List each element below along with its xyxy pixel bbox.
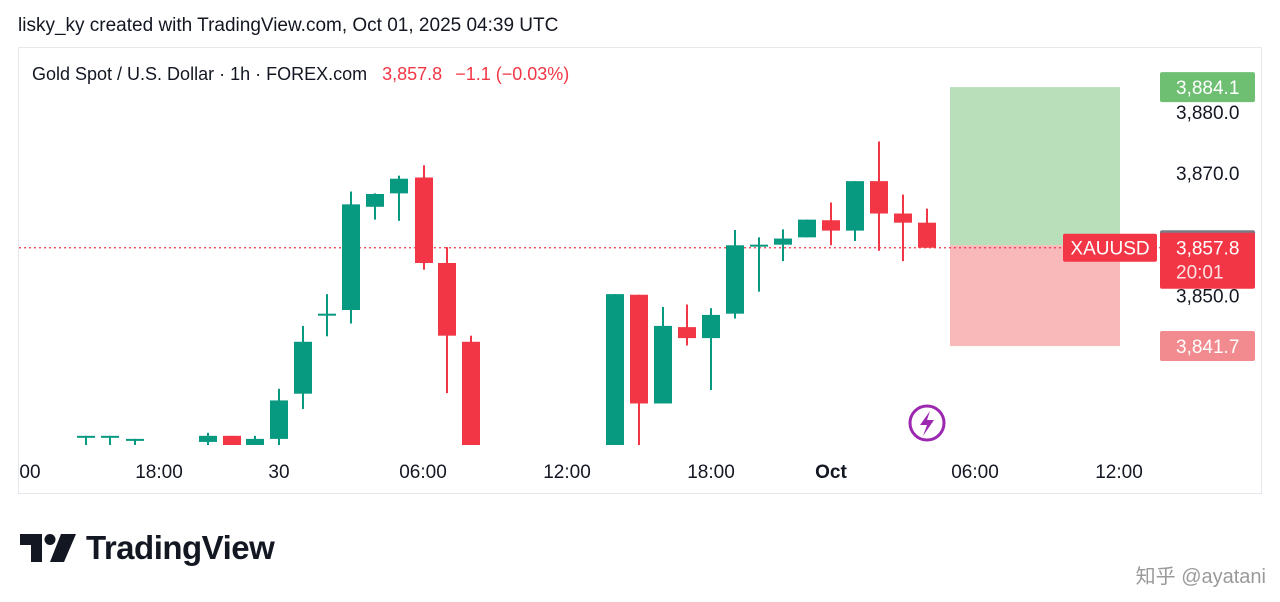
candle[interactable] <box>750 237 768 292</box>
candle-body <box>798 219 816 238</box>
candle[interactable] <box>822 202 840 246</box>
candle[interactable] <box>918 208 936 248</box>
candle-body <box>822 220 840 231</box>
candle[interactable] <box>270 388 288 445</box>
stop-zone[interactable] <box>950 245 1120 347</box>
price-axis: 3,880.0 3,870.0 3,850.0 <box>1176 103 1239 307</box>
last-price: 3,857.8 <box>382 64 443 84</box>
candle-body <box>630 294 648 404</box>
candle[interactable] <box>678 304 696 346</box>
candle-body <box>438 262 456 336</box>
candle-body <box>918 222 936 248</box>
candle-body <box>606 294 624 445</box>
chart-panel[interactable] <box>18 47 1262 494</box>
candle-body <box>846 181 864 231</box>
candle-body <box>199 435 217 442</box>
candle[interactable] <box>654 306 672 404</box>
stop-price-tag-text: 3,841.7 <box>1176 337 1239 358</box>
candle[interactable] <box>199 432 217 445</box>
candle[interactable] <box>726 230 744 319</box>
candle-body <box>894 213 912 223</box>
candle-body <box>654 325 672 404</box>
candles <box>77 141 936 445</box>
candle[interactable] <box>870 141 888 251</box>
target-price-tag-text: 3,884.1 <box>1176 78 1239 99</box>
candle-body <box>366 193 384 207</box>
legend: Gold Spot / U.S. Dollar · 1h · FOREX.com… <box>32 64 569 85</box>
candle[interactable] <box>630 294 648 445</box>
candle-body <box>750 244 768 247</box>
candle-body <box>774 238 792 245</box>
candle[interactable] <box>702 308 720 391</box>
candle[interactable] <box>438 247 456 394</box>
symbol-name: Gold Spot / U.S. Dollar · 1h · FOREX.com <box>32 64 368 84</box>
symbol-tag-text: XAUUSD <box>1070 239 1149 260</box>
x-tick-label: 06:00 <box>951 462 999 483</box>
position-zones <box>950 87 1120 347</box>
candle-body <box>462 341 480 445</box>
candle[interactable] <box>415 165 433 270</box>
candle[interactable] <box>894 194 912 262</box>
x-tick-label: 30 <box>268 462 289 483</box>
candle-body <box>702 314 720 339</box>
candle-body <box>726 245 744 314</box>
tradingview-logo[interactable]: TradingView <box>20 529 275 566</box>
lightning-event-icon[interactable] <box>908 404 946 442</box>
x-tick-label: Oct <box>815 462 847 483</box>
candle-body <box>318 313 336 316</box>
candle[interactable] <box>774 229 792 262</box>
candle[interactable] <box>126 438 144 445</box>
tradingview-mark-icon <box>20 534 76 562</box>
candle[interactable] <box>798 219 816 238</box>
candle-body <box>678 327 696 339</box>
candle[interactable] <box>246 435 264 445</box>
x-tick-label: 12:00 <box>543 462 591 483</box>
stop-price-tag[interactable] <box>1160 331 1255 362</box>
x-tick-label: 18:00 <box>135 462 183 483</box>
candle[interactable] <box>77 435 95 445</box>
x-tick-label: 00 <box>19 462 40 483</box>
candle-body <box>870 181 888 214</box>
candle-body <box>101 435 119 438</box>
x-tick-label: 06:00 <box>399 462 447 483</box>
candle[interactable] <box>390 175 408 221</box>
price-change: −1.1 (−0.03%) <box>455 64 570 84</box>
symbol-tag[interactable] <box>1063 233 1157 262</box>
candle-body <box>126 438 144 441</box>
candle[interactable] <box>318 294 336 337</box>
candle[interactable] <box>846 181 864 242</box>
candle[interactable] <box>366 193 384 220</box>
tradingview-wordmark: TradingView <box>86 529 275 566</box>
y-tick-label: 3,870.0 <box>1176 164 1239 185</box>
y-tick-label: 3,880.0 <box>1176 103 1239 124</box>
candle[interactable] <box>606 294 624 445</box>
x-tick-label: 12:00 <box>1095 462 1143 483</box>
candle-body <box>294 341 312 394</box>
watermark: 知乎 @ayatani <box>1135 566 1266 588</box>
current-price-text: 3,857.8 <box>1176 239 1239 260</box>
x-tick-label: 18:00 <box>687 462 735 483</box>
y-tick-label: 3,850.0 <box>1176 286 1239 307</box>
time-axis: 00 18:00 30 06:00 12:00 18:00 Oct 06:00 12:00 <box>19 462 1142 483</box>
candle-body <box>77 435 95 438</box>
candle-body <box>390 178 408 194</box>
candle[interactable] <box>462 335 480 445</box>
candle[interactable] <box>342 191 360 324</box>
candle-body <box>246 438 264 445</box>
candle-body <box>415 177 433 263</box>
candle[interactable] <box>294 325 312 409</box>
candle[interactable] <box>223 435 241 445</box>
countdown-text: 20:01 <box>1176 263 1224 284</box>
candle-body <box>342 204 360 311</box>
candle-body <box>223 435 241 445</box>
candle-body <box>270 400 288 439</box>
candle[interactable] <box>101 435 119 445</box>
target-zone[interactable] <box>950 87 1120 246</box>
target-price-tag[interactable] <box>1160 72 1255 103</box>
chart-caption: lisky_ky created with TradingView.com, O… <box>18 15 559 36</box>
current-price-tag[interactable] <box>1160 232 1255 289</box>
